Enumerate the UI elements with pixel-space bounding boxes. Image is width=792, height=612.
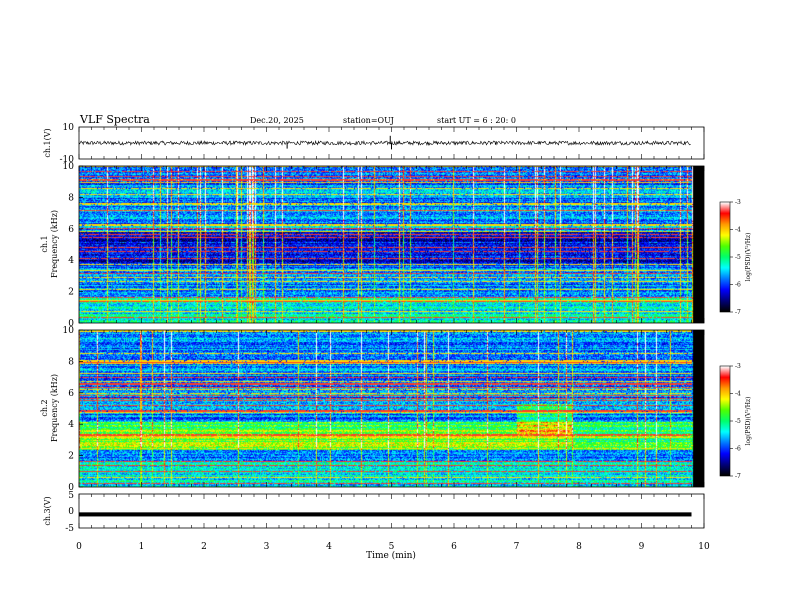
ch1-spectrogram-panel: 0 2 4 6 8 10 ch.1 Frequency (kHz)	[40, 162, 705, 329]
ch3-ytick-top: 5	[68, 491, 74, 501]
ch3-ylabel: ch.3(V)	[43, 496, 52, 525]
ch2-spec-ytick-label-2: 4	[68, 420, 74, 430]
ch1-spec-ytick-label-5: 10	[63, 162, 75, 172]
time-tick-label-8: 8	[576, 542, 582, 552]
figure-title: VLF Spectra	[79, 113, 150, 126]
ch1-colorbar-gradient	[720, 202, 730, 312]
ch2-ylabel-channel: ch.2	[40, 399, 49, 416]
ch2-spec-ytick-label-1: 2	[68, 452, 74, 462]
ch1-cb-tick-2: -5	[735, 254, 741, 261]
ch2-ylabel-frequency: Frequency (kHz)	[50, 374, 59, 442]
time-tick-label-2: 2	[201, 542, 207, 552]
ch1-waveform-line	[78, 139, 691, 147]
time-tick-label-0: 0	[76, 542, 82, 552]
time-axis: 0 1 2 3 4 5 6 7 8 9 10	[76, 127, 710, 552]
ch1-spec-ytick-label-4: 8	[68, 193, 74, 203]
time-tick-label-6: 6	[451, 542, 457, 552]
ch2-colorbar-label: log(PSD)(V²/Hz)	[745, 397, 752, 446]
time-tick-label-4: 4	[326, 542, 332, 552]
ch2-spec-ytick-label-4: 8	[68, 357, 74, 367]
start-time: start UT = 6 : 20: 0	[437, 116, 516, 125]
ch2-colorbar: -3 -4 -5 -6 -7 log(PSD)(V²/Hz)	[719, 363, 752, 480]
ch2-spec-ytick-label-3: 6	[68, 389, 74, 399]
time-tick-label-3: 3	[264, 542, 270, 552]
ch1-colorbar: -3 -4 -5 -6 -7 log(PSD)(V²/Hz)	[719, 199, 752, 316]
ch1-spec-ytick-label-1: 2	[68, 288, 74, 298]
ch1-ylabel: ch.1(V)	[43, 128, 52, 157]
station-name: station=OUJ	[343, 116, 394, 125]
time-tick-label-7: 7	[514, 542, 520, 552]
ch1-spec-ytick-label-0: 0	[68, 319, 74, 329]
ch1-cb-tick-0: -3	[735, 199, 741, 206]
ch1-ytick-bottom: -10	[60, 155, 75, 165]
ch1-waveform-panel: 10 -10 ch.1(V)	[43, 123, 705, 165]
ch2-colorbar-gradient	[720, 366, 730, 476]
time-tick-label-1: 1	[139, 542, 145, 552]
ch3-waveform-panel: 5 0 -5 ch.3(V)	[43, 491, 705, 534]
ch1-spec-ytick-label-2: 4	[68, 256, 74, 266]
ch2-cb-tick-2: -5	[735, 418, 741, 425]
time-axis-label: Time (min)	[366, 550, 416, 561]
ch1-cb-tick-1: -4	[735, 227, 741, 234]
time-tick-label-10: 10	[698, 542, 710, 552]
ch1-colorbar-label: log(PSD)(V²/Hz)	[745, 233, 752, 282]
ch1-cb-tick-3: -6	[735, 282, 741, 289]
ch2-cb-tick-3: -6	[735, 446, 741, 453]
ch1-spectrogram-image	[79, 166, 704, 323]
ch1-ytick-top: 10	[63, 123, 75, 133]
ch3-ytick-bottom: -5	[65, 524, 74, 534]
ch2-cb-tick-4: -7	[735, 473, 741, 480]
ch2-spectrogram-image	[79, 330, 704, 487]
ch1-ylabel-frequency: Frequency (kHz)	[50, 210, 59, 278]
ch3-waveform-trace	[79, 512, 692, 517]
ch2-spectrogram-panel: 0 2 4 6 8 10 ch.2 Frequency (kHz)	[40, 326, 705, 493]
ch1-ylabel-channel: ch.1	[40, 235, 49, 252]
ch2-spec-ytick-label-5: 10	[63, 326, 75, 336]
ch2-spec-ytick-label-0: 0	[68, 483, 74, 493]
time-tick-label-9: 9	[639, 542, 645, 552]
observation-date: Dec.20, 2025	[250, 116, 304, 125]
ch1-cb-tick-4: -7	[735, 309, 741, 316]
ch1-spec-ytick-label-3: 6	[68, 225, 74, 235]
ch3-ytick-mid: 0	[68, 507, 74, 517]
ch2-cb-tick-1: -4	[735, 391, 741, 398]
time-tick-label-5: 5	[389, 542, 395, 552]
ch2-cb-tick-0: -3	[735, 363, 741, 370]
